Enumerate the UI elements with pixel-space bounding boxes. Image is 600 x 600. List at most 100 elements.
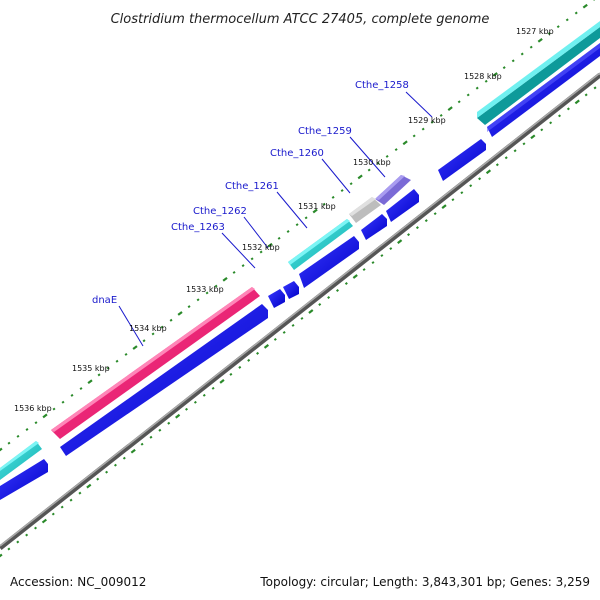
tick-mark-outer [537, 37, 543, 43]
gene-label-cthe-1260[interactable]: Cthe_1260 [270, 148, 324, 159]
tick-mark-inner [34, 526, 38, 530]
tick-mark-outer [115, 359, 119, 363]
tick-labels: 1527 kbp 1528 kbp 1529 kbp 1530 kbp 1531… [14, 27, 554, 413]
tick-label-1534: 1534 kbp [129, 324, 167, 333]
tick-label-1532: 1532 kbp [242, 243, 280, 252]
tick-mark-outer [331, 195, 335, 199]
tick-mark-inner [219, 378, 225, 384]
tick-mark-inner [105, 470, 109, 474]
tick-mark-inner [122, 456, 126, 460]
tick-mark-outer [232, 271, 236, 274]
tick-mark-outer [241, 264, 245, 268]
gene-labels: Cthe_1258 Cthe_1259 Cthe_1260 Cthe_1261 … [92, 80, 409, 306]
tick-label-1535: 1535 kbp [72, 364, 110, 373]
feature-cthe-1263[interactable] [268, 289, 285, 308]
map-title: Clostridium thermocellum ATCC 27405, com… [111, 12, 490, 27]
tick-mark-inner [495, 163, 499, 167]
tick-mark-inner [60, 505, 64, 509]
tick-mark-inner [113, 463, 117, 467]
tick-mark-outer [466, 93, 470, 97]
tick-rings [0, 0, 597, 558]
tick-mark-inner [389, 247, 393, 251]
tick-mark-inner [175, 413, 181, 419]
tick-mark-inner [86, 483, 92, 489]
tick-mark-outer [457, 100, 461, 104]
tick-mark-outer [187, 305, 191, 309]
tick-mark-inner [51, 512, 55, 516]
tick-mark-outer [286, 230, 290, 233]
tick-mark-outer [106, 366, 110, 370]
tick-mark-inner [485, 169, 492, 175]
tick-mark-inner [362, 268, 366, 272]
gene-label-cthe-1259[interactable]: Cthe_1259 [298, 126, 352, 137]
tick-mark-outer [349, 182, 353, 186]
tick-mark-inner [41, 518, 47, 524]
feature-rna-bottom[interactable] [0, 441, 42, 480]
tick-mark-inner [593, 86, 597, 90]
tick-label-1536: 1536 kbp [14, 404, 52, 413]
feature-cthe-1262[interactable] [283, 281, 299, 299]
tick-mark-outer [16, 434, 20, 438]
tick-mark-outer [34, 421, 38, 425]
feature-cthe-1260[interactable] [349, 197, 381, 223]
feature-cthe-1258[interactable] [438, 139, 486, 181]
tick-mark-outer [402, 140, 408, 146]
tick-mark-inner [318, 303, 322, 306]
gene-label-dnae[interactable]: dnaE [92, 295, 117, 306]
tick-mark-inner [185, 407, 188, 411]
tick-mark-inner [211, 386, 215, 390]
tick-mark-outer [492, 72, 498, 77]
tick-mark-inner [229, 372, 233, 376]
tick-mark-outer [511, 59, 515, 63]
tick-mark-outer [340, 189, 344, 193]
tick-mark-inner [549, 121, 553, 125]
accession-text: Accession: NC_009012 [10, 575, 146, 589]
tick-mark-outer [529, 45, 533, 49]
feature-cds-bottom[interactable] [0, 459, 48, 500]
tick-mark-outer [547, 32, 551, 35]
tick-mark-outer [214, 284, 218, 288]
gene-label-cthe-1263[interactable]: Cthe_1263 [171, 222, 225, 233]
feature-cds-1259[interactable] [386, 189, 419, 222]
feature-rna-top[interactable] [477, 21, 600, 125]
tick-mark-outer [124, 352, 128, 356]
tick-mark-inner [282, 330, 286, 334]
tick-mark-outer [222, 276, 228, 282]
gene-label-cthe-1262[interactable]: Cthe_1262 [193, 206, 247, 217]
tick-mark-inner [433, 212, 437, 216]
tick-mark-outer [277, 236, 281, 240]
tick-mark-inner [158, 428, 162, 432]
tick-mark-inner [140, 442, 144, 446]
tick-label-1531: 1531 kbp [298, 202, 336, 211]
tick-mark-inner [558, 114, 562, 118]
tick-mark-outer [574, 11, 578, 15]
tick-mark-inner [478, 177, 482, 181]
tick-mark-outer [412, 134, 416, 138]
tick-label-1533: 1533 kbp [186, 285, 224, 294]
tick-mark-outer [502, 66, 506, 70]
tick-mark-outer [357, 174, 363, 180]
tick-mark-outer [376, 161, 380, 165]
tick-mark-outer [259, 250, 263, 254]
feature-cds-1261[interactable] [299, 236, 359, 288]
feature-cds-1260[interactable] [361, 214, 387, 240]
tick-mark-inner [336, 289, 339, 292]
tick-mark-inner [291, 323, 295, 327]
feature-cds-top[interactable] [487, 43, 600, 137]
tick-mark-outer [322, 202, 326, 206]
gene-label-cthe-1258[interactable]: Cthe_1258 [355, 80, 409, 91]
gene-label-cthe-1261[interactable]: Cthe_1261 [225, 181, 279, 192]
tick-mark-inner [522, 142, 526, 146]
tick-mark-outer [439, 113, 443, 117]
feature-dnae[interactable] [51, 287, 260, 439]
tick-mark-inner [513, 149, 517, 153]
feature-cthe-1259[interactable] [375, 175, 411, 205]
tick-mark-inner [424, 219, 428, 223]
tick-label-1530: 1530 kbp [353, 158, 391, 167]
tick-mark-outer [151, 332, 155, 336]
feature-cds-dnae[interactable] [60, 304, 268, 456]
feature-cthe-1261[interactable] [288, 219, 353, 270]
tick-mark-inner [327, 296, 331, 299]
tick-mark-inner [167, 421, 171, 425]
tick-mark-outer [421, 127, 425, 131]
